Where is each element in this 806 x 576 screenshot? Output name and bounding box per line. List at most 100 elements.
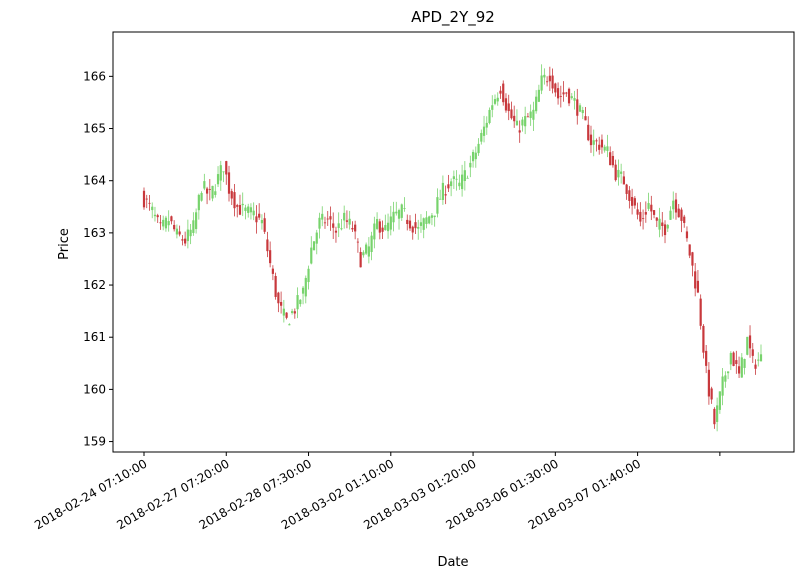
candle-body	[178, 231, 181, 235]
candle-body	[488, 109, 491, 124]
candle-body	[293, 311, 296, 314]
candle-body	[205, 188, 209, 194]
candle-body	[244, 207, 247, 212]
candle-body	[625, 184, 628, 194]
candle-body	[233, 192, 236, 209]
candle-body	[710, 388, 713, 400]
candle-body	[570, 96, 573, 99]
candle-body	[219, 165, 222, 181]
candle-body	[299, 299, 302, 305]
candle-body	[554, 83, 557, 93]
candle-body	[551, 75, 554, 89]
candle-body	[622, 176, 625, 185]
candle-body	[620, 171, 623, 174]
candle-body	[156, 215, 159, 218]
candle-body	[543, 74, 546, 78]
candle-body	[729, 353, 732, 365]
candle-body	[631, 196, 634, 206]
candle-body	[175, 228, 179, 235]
candle-body	[351, 227, 354, 230]
candle-body	[502, 83, 505, 103]
candle-body	[222, 171, 225, 173]
candle-body	[628, 190, 631, 201]
candle-body	[661, 222, 664, 226]
candle-body	[589, 134, 593, 146]
candle-body	[419, 222, 423, 226]
candle-body	[214, 191, 217, 195]
candle-body	[567, 88, 571, 104]
candle-body	[713, 408, 716, 425]
candle-body	[258, 213, 261, 218]
candle-body	[493, 99, 497, 104]
candle-body	[573, 98, 576, 101]
candle-body	[595, 140, 598, 142]
candle-body	[556, 88, 560, 99]
candle-body	[515, 120, 519, 126]
candle-body	[716, 405, 719, 422]
candle-body	[271, 268, 274, 274]
candle-body	[726, 371, 730, 374]
candle-body	[504, 98, 508, 111]
candle-body	[452, 176, 455, 180]
candle-body	[592, 140, 595, 145]
candle-body	[439, 198, 442, 200]
candle-body	[425, 217, 428, 224]
candle-body	[548, 75, 551, 82]
candle-body	[650, 204, 653, 212]
candle-body	[337, 223, 340, 229]
candle-body	[142, 190, 146, 208]
candle-body	[288, 324, 291, 326]
candle-body	[414, 222, 417, 229]
candle-body	[356, 241, 359, 243]
candle-body	[718, 391, 721, 410]
candle-body	[241, 203, 244, 206]
candle-body	[167, 221, 170, 226]
candle-body	[373, 223, 376, 240]
candle-body	[471, 151, 475, 162]
y-tick-label: 163	[83, 226, 106, 240]
candle-body	[381, 227, 384, 232]
candle-body	[433, 215, 436, 218]
candle-body	[600, 139, 604, 148]
candle-body	[757, 359, 760, 361]
candle-body	[301, 287, 305, 294]
candle-body	[743, 358, 746, 368]
candle-body	[343, 212, 346, 221]
candle-body	[340, 228, 343, 230]
candle-body	[277, 292, 280, 304]
y-tick-label: 160	[83, 382, 106, 396]
candle-body	[304, 277, 307, 297]
candle-body	[197, 194, 200, 211]
candle-body	[263, 218, 266, 232]
candle-body	[408, 220, 412, 229]
candle-body	[375, 219, 379, 229]
candle-body	[458, 182, 461, 187]
candle-body	[164, 217, 168, 229]
candle-body	[463, 170, 466, 182]
candle-body	[450, 181, 453, 187]
candle-body	[724, 375, 727, 382]
candle-body	[332, 223, 335, 228]
candle-body	[674, 199, 678, 213]
candle-body	[598, 144, 601, 150]
y-tick-label: 166	[83, 69, 106, 83]
candle-body	[145, 198, 148, 200]
candle-body	[647, 203, 650, 209]
candle-body	[428, 216, 431, 224]
candle-body	[491, 105, 494, 110]
candle-body	[685, 231, 689, 239]
candle-body	[417, 226, 420, 229]
candle-body	[707, 369, 710, 397]
candle-body	[170, 216, 173, 222]
candle-body	[518, 130, 521, 133]
candle-body	[559, 96, 562, 97]
candle-body	[611, 155, 615, 166]
candle-body	[386, 222, 390, 232]
candle-body	[370, 235, 373, 253]
candle-body	[565, 92, 568, 94]
candle-body	[186, 229, 189, 242]
candle-body	[441, 182, 445, 200]
candle-body	[721, 376, 724, 396]
candle-body	[614, 164, 617, 181]
